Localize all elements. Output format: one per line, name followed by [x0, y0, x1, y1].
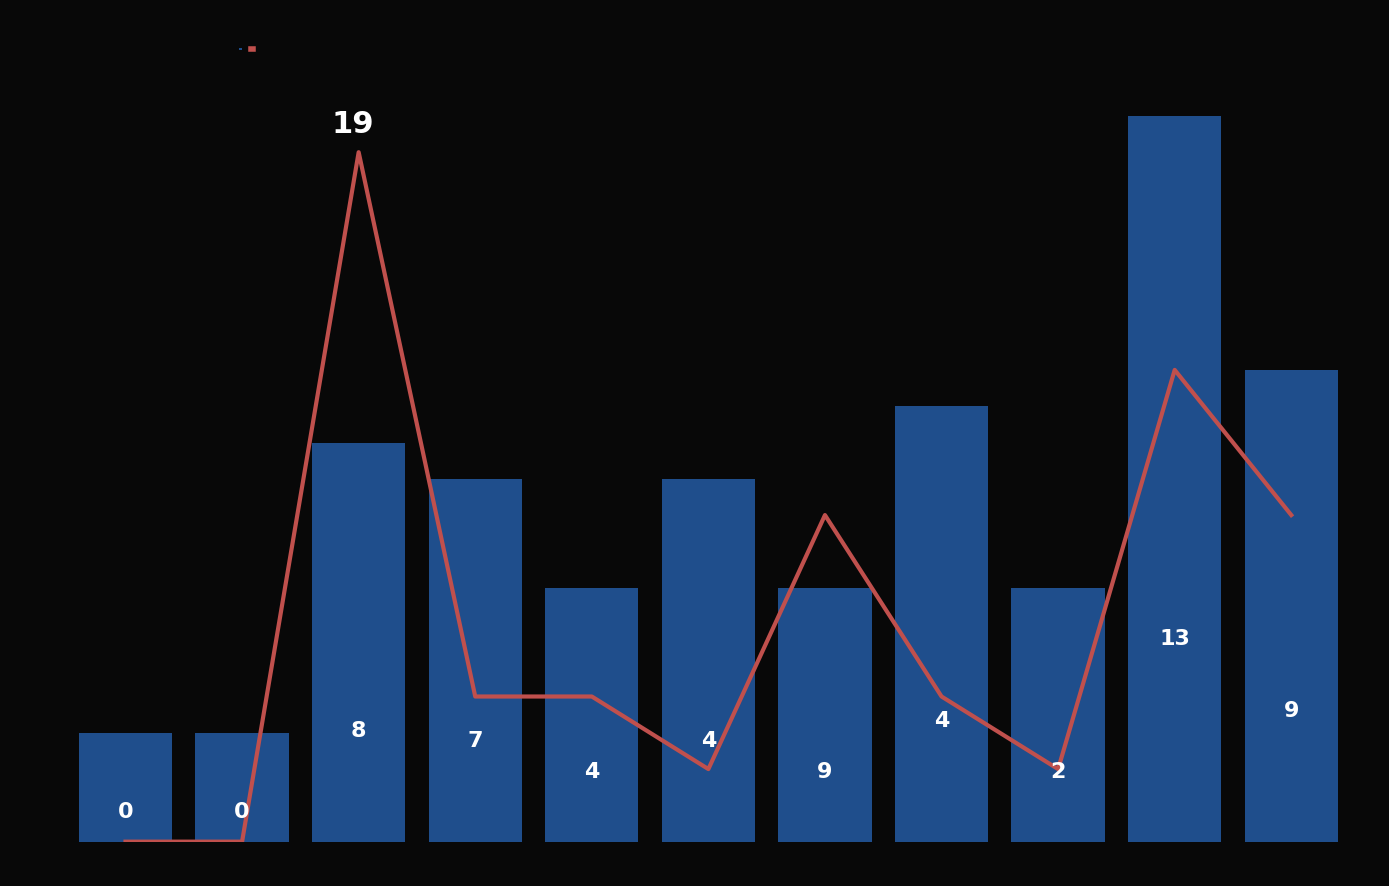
Text: 9: 9	[1283, 700, 1299, 719]
Bar	[1011, 588, 1104, 842]
Text: 4: 4	[933, 710, 949, 730]
Text: 7: 7	[468, 730, 483, 750]
Bar	[895, 407, 988, 842]
Bar	[429, 479, 522, 842]
Bar	[313, 443, 406, 842]
Text: 19: 19	[332, 110, 374, 138]
Text: 4: 4	[700, 730, 717, 750]
Bar	[661, 479, 756, 842]
Bar	[1245, 370, 1338, 842]
Bar	[778, 588, 872, 842]
Text: 9: 9	[817, 761, 832, 781]
Text: 0: 0	[118, 801, 133, 821]
Text: 8: 8	[351, 720, 367, 740]
Legend: , : ,	[239, 49, 254, 51]
Text: 13: 13	[1160, 629, 1190, 649]
Bar	[79, 733, 172, 842]
Text: 0: 0	[235, 801, 250, 821]
Bar	[544, 588, 639, 842]
Text: 4: 4	[585, 761, 600, 781]
Text: 2: 2	[1050, 761, 1065, 781]
Bar	[1128, 117, 1221, 842]
Bar	[196, 733, 289, 842]
